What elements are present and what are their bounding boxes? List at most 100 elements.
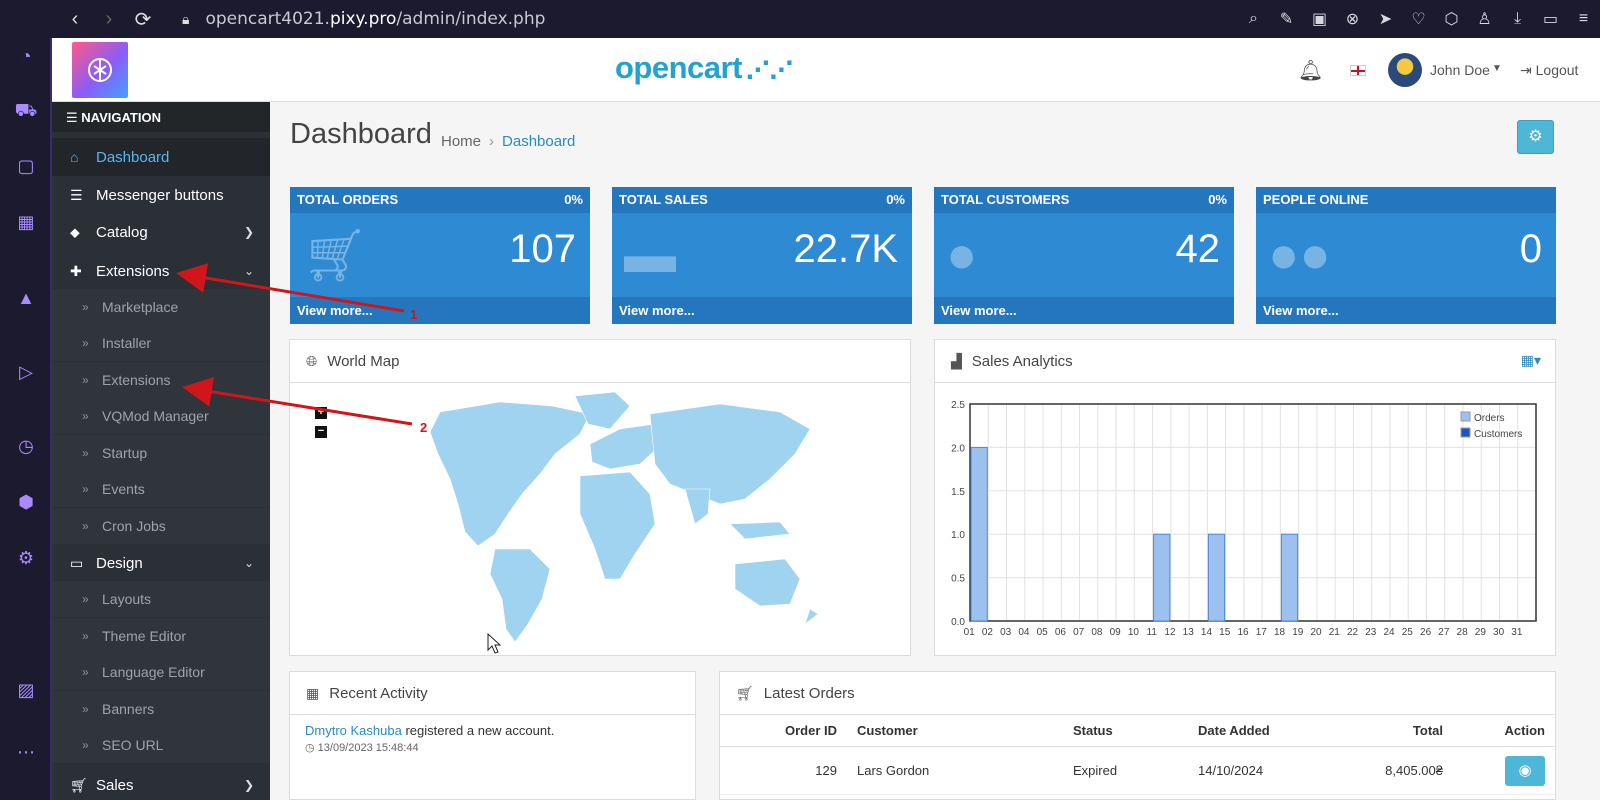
sidebar-item-design[interactable]: ▭ Design ⌄ [70,554,254,572]
sidebar-item-messenger[interactable]: ☰ Messenger buttons [70,186,224,204]
map-india [684,488,711,525]
heart-icon[interactable]: ♡ [1411,11,1426,28]
bar-orders [1153,533,1171,622]
sidebar-subitem-events[interactable]: » Events [52,471,270,507]
shield-icon[interactable]: ⊗ [1345,11,1360,28]
view-order-button[interactable]: ◉ [1505,755,1545,786]
avatar[interactable] [1388,53,1422,87]
col-order-id[interactable]: Order ID [720,715,847,747]
sidebar-subitem-seo-url[interactable]: » SEO URL [52,727,270,763]
browser-sidebar: ◔ ⛟ ▢ ▦ ▲ ▷ ◷ ⬢ ⚙ ▨ ⋯ [0,38,52,800]
tile-value: 42 [1175,227,1221,271]
sidebar-subitem-cron[interactable]: » Cron Jobs [52,508,270,544]
col-total[interactable]: Total [1338,715,1453,747]
logout-link[interactable]: ⇥ Logout [1520,62,1579,78]
activity-customer-link[interactable]: Dmytro Kashuba [305,723,402,738]
double-chevron-icon: » [82,336,89,350]
col-date-added[interactable]: Date Added [1188,715,1338,747]
map-north-america [429,401,591,547]
speed-dial-icon[interactable]: ◔ [20,46,32,66]
y-tick-label: 2.5 [951,400,965,411]
user-name[interactable]: John Doe [1430,62,1490,78]
camera-icon[interactable]: ▣ [1311,11,1328,28]
notification-bell-icon[interactable]: 🔔︎ [1298,60,1324,82]
activity-text: registered a new account. [405,723,555,738]
world-map[interactable] [290,384,910,654]
breadcrumb: Home › Dashboard [441,133,576,150]
edit-icon[interactable]: ✎ [1279,11,1294,28]
sidebar-subitem-installer[interactable]: » Installer [52,325,270,361]
box-icon[interactable]: ⬢ [18,492,34,512]
x-tick-label: 08 [1091,627,1103,638]
table-row: 129 Lars Gordon Expired 14/10/2024 8,405… [720,746,1555,795]
x-tick-label: 19 [1292,627,1304,638]
send-icon[interactable]: ➤ [1378,11,1393,28]
twitch-icon[interactable]: ▢ [17,156,35,176]
sidebar-item-catalog[interactable]: ⬥ Catalog ❯ [70,223,254,241]
cart-icon: 🛒︎ [736,684,754,701]
sidebar-item-dashboard[interactable]: ⌂ Dashboard [52,138,270,176]
sidebar-subitem-vqmod[interactable]: » VQMod Manager [52,398,270,434]
language-flag-icon[interactable] [1350,65,1366,76]
gallery-icon[interactable]: ▨ [17,680,35,700]
logout-icon: ⇥ [1520,62,1536,78]
cell-customer: Lars Gordon [847,746,1063,795]
navigation-title[interactable]: ☰ NAVIGATION [52,102,270,132]
settings-button[interactable]: ⚙ [1517,120,1554,154]
caret-down-icon[interactable]: ▼ [1492,63,1502,74]
view-more-link[interactable]: View more... [1256,297,1556,324]
cell-date: 14/10/2024 [1188,746,1338,795]
x-tick-label: 30 [1493,627,1505,638]
download-icon[interactable]: ⤓ [1513,10,1522,27]
breadcrumb-home[interactable]: Home [441,133,482,150]
view-more-link[interactable]: View more... [934,297,1234,324]
admin-header: opencart ⋰⋰ 🔔︎ John Doe ▼ ⇥ Logout [52,38,1600,102]
aria-icon[interactable]: ▲ [17,288,35,308]
cube-icon[interactable]: ⬡ [1444,11,1459,28]
sidebar-item-extensions[interactable]: ✚ Extensions ⌄ [70,262,254,280]
sidebar-subitem-banners[interactable]: » Banners [52,691,270,727]
tile-title: TOTAL CUSTOMERS [941,192,1070,207]
breadcrumb-current[interactable]: Dashboard [502,133,576,150]
more-icon[interactable]: ⋯ [17,742,35,762]
player-icon[interactable]: ▷ [19,362,33,382]
profile-icon[interactable]: ♙ [1477,11,1492,28]
forward-icon[interactable]: › [105,7,113,30]
sales-analytics-panel: ▟ Sales Analytics ▦▾ 0.0 0.5 1.0 1.5 2.0 2.5 01… [934,339,1556,656]
battery-icon[interactable]: ▭ [1542,11,1559,28]
sidebar-subitem-startup[interactable]: » Startup [52,435,270,471]
chip-icon[interactable]: ▦ [17,212,35,232]
panel-title: World Map [327,352,400,370]
view-more-link[interactable]: View more... [290,297,590,324]
col-status[interactable]: Status [1063,715,1188,747]
x-tick-label: 17 [1256,627,1268,638]
history-icon[interactable]: ◷ [18,436,34,456]
sidebar-subitem-theme-editor[interactable]: » Theme Editor [52,618,270,654]
sidebar-subitem-language-editor[interactable]: » Language Editor [52,654,270,690]
store-logo[interactable] [72,42,128,98]
orders-table: Order ID Customer Status Date Added Tota… [720,715,1555,795]
sidebar-subitem-extensions[interactable]: » Extensions [52,362,270,398]
tile-title: PEOPLE ONLINE [1263,192,1369,207]
tile-value: 22.7K [793,227,898,271]
tile-value: 107 [509,227,576,271]
address-bar[interactable]: opencart4021.pixy.pro/admin/index.php [205,9,546,29]
sidebar-item-sales[interactable]: 🛒︎ Sales ❯ [70,776,254,794]
sidebar-subitem-layouts[interactable]: » Layouts [52,581,270,617]
col-customer[interactable]: Customer [847,715,1063,747]
reload-icon[interactable]: ⟳ [134,8,152,31]
zoom-out-button[interactable]: − [315,426,327,438]
view-more-link[interactable]: View more... [612,297,912,324]
menu-icon[interactable]: ≡ [1578,10,1589,27]
tile-total-customers: TOTAL CUSTOMERS 0% ● 42 View more... [934,187,1234,324]
settings-icon[interactable]: ⚙ [17,548,35,568]
eye-icon: ◉ [1518,761,1532,779]
puzzle-icon: ✚ [70,262,82,279]
x-tick-label: 25 [1402,627,1414,638]
search-page-icon[interactable]: ⌕ [1249,10,1258,27]
back-icon[interactable]: ‹ [71,7,79,30]
calendar-dropdown-icon[interactable]: ▦▾ [1520,352,1541,368]
sidebar-subitem-marketplace[interactable]: » Marketplace [52,289,270,325]
x-tick-label: 15 [1219,627,1231,638]
shopping-icon[interactable]: ⛟ [14,100,38,120]
